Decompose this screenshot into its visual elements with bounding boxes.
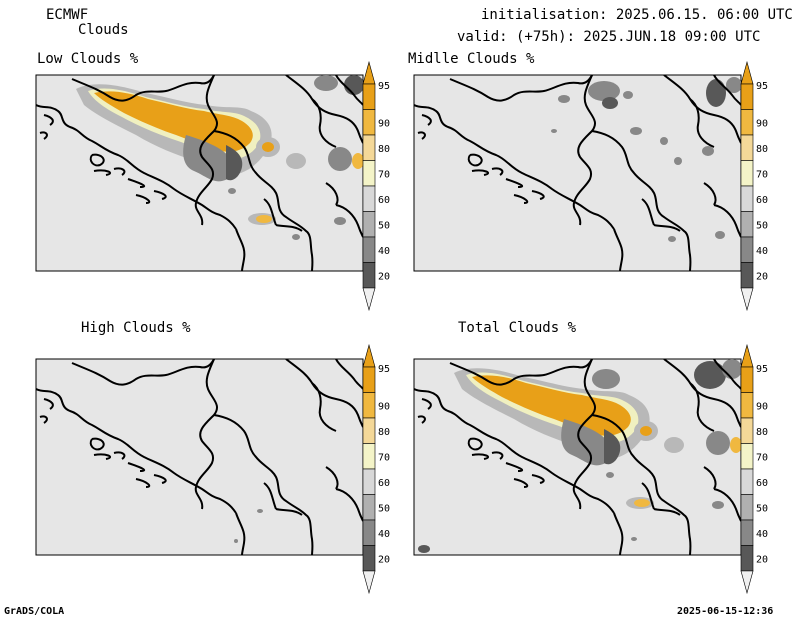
colorbar-swatch — [362, 468, 376, 495]
colorbar-swatch — [740, 185, 754, 212]
colorbar-top-arrow — [362, 343, 376, 368]
cloud-field-low — [76, 75, 363, 240]
colorbar-tick-label: 60 — [756, 478, 768, 489]
colorbar-middle: 95 90 80 70 60 50 40 20 — [740, 60, 768, 312]
colorbar-swatch — [740, 211, 754, 238]
panel-title-middle: Midlle Clouds % — [408, 51, 535, 67]
colorbar-tick-label: 90 — [378, 118, 390, 129]
footer-software: GrADS/COLA — [4, 606, 65, 617]
colorbar-tick-label: 50 — [378, 220, 390, 231]
colorbar-swatch — [740, 545, 754, 572]
colorbar-tick-label: 70 — [378, 169, 390, 180]
colorbar-high: 95 90 80 70 60 50 40 20 — [362, 343, 390, 595]
colorbar-tick-label: 80 — [756, 427, 768, 438]
colorbar-swatch — [362, 443, 376, 470]
colorbar-tick-label: 95 — [756, 81, 768, 92]
colorbar-swatch — [362, 185, 376, 212]
colorbar-swatch — [362, 83, 376, 110]
colorbar-swatch — [362, 366, 376, 393]
map-panel-high — [35, 358, 364, 556]
colorbar-low: 95 90 80 70 60 50 40 20 — [362, 60, 390, 312]
colorbar-swatch — [740, 443, 754, 470]
colorbar-tick-label: 20 — [378, 554, 390, 565]
colorbar-tick-label: 90 — [756, 118, 768, 129]
valid-time: valid: (+75h): 2025.JUN.18 09:00 UTC — [457, 29, 761, 45]
colorbar-top-arrow — [740, 343, 754, 368]
colorbar-swatch — [362, 160, 376, 187]
colorbar-swatch — [362, 545, 376, 572]
colorbar-swatch — [362, 211, 376, 238]
colorbar-swatch — [740, 366, 754, 393]
colorbar-tick-label: 95 — [378, 364, 390, 375]
cloud-field-middle — [551, 77, 741, 242]
colorbar-swatch — [362, 392, 376, 419]
colorbar-top-arrow — [362, 60, 376, 85]
map-panel-low — [35, 74, 364, 272]
colorbars: 95 90 80 70 60 50 40 20 95 90 80 70 60 50 40 20 95 90 80 70… — [362, 60, 768, 595]
colorbar-tick-label: 95 — [378, 81, 390, 92]
colorbar-tick-label: 40 — [756, 529, 768, 540]
panel-title-high: High Clouds % — [81, 320, 191, 336]
colorbar-swatch — [362, 519, 376, 546]
colorbar-swatch — [362, 109, 376, 136]
colorbar-swatch — [362, 134, 376, 161]
colorbar-swatch — [362, 494, 376, 521]
footer-timestamp: 2025-06-15-12:36 — [677, 606, 774, 617]
colorbar-swatch — [740, 134, 754, 161]
colorbar-swatch — [362, 262, 376, 289]
colorbar-tick-label: 80 — [378, 144, 390, 155]
cloud-field-total — [418, 359, 741, 553]
colorbar-tick-label: 40 — [756, 246, 768, 257]
product-name: Clouds — [78, 22, 129, 38]
colorbar-tick-label: 50 — [756, 220, 768, 231]
colorbar-swatch — [740, 417, 754, 444]
colorbar-swatch — [740, 392, 754, 419]
colorbar-tick-label: 50 — [378, 503, 390, 514]
colorbar-tick-label: 40 — [378, 246, 390, 257]
map-panel-total — [413, 358, 742, 556]
colorbar-total: 95 90 80 70 60 50 40 20 — [740, 343, 768, 595]
colorbar-bottom-arrow — [362, 287, 376, 312]
colorbar-tick-label: 80 — [378, 427, 390, 438]
colorbar-swatch — [362, 417, 376, 444]
colorbar-bottom-arrow — [740, 287, 754, 312]
colorbar-tick-label: 20 — [378, 271, 390, 282]
colorbar-tick-label: 70 — [756, 169, 768, 180]
colorbar-swatch — [740, 519, 754, 546]
colorbar-swatch — [740, 262, 754, 289]
colorbar-tick-label: 40 — [378, 529, 390, 540]
colorbar-tick-label: 90 — [378, 401, 390, 412]
colorbar-tick-label: 70 — [378, 452, 390, 463]
colorbar-bottom-arrow — [362, 570, 376, 595]
colorbar-tick-label: 90 — [756, 401, 768, 412]
colorbar-top-arrow — [740, 60, 754, 85]
colorbar-tick-label: 60 — [756, 195, 768, 206]
colorbar-swatch — [740, 83, 754, 110]
colorbar-tick-label: 95 — [756, 364, 768, 375]
panel-title-total: Total Clouds % — [458, 320, 577, 336]
colorbar-swatch — [740, 236, 754, 263]
colorbar-tick-label: 50 — [756, 503, 768, 514]
colorbar-swatch — [362, 236, 376, 263]
colorbar-tick-label: 20 — [756, 271, 768, 282]
model-name: ECMWF — [46, 7, 89, 23]
colorbar-tick-label: 70 — [756, 452, 768, 463]
cloud-field-high — [234, 509, 263, 543]
colorbar-swatch — [740, 160, 754, 187]
map-panel-middle — [413, 74, 742, 272]
colorbar-tick-label: 80 — [756, 144, 768, 155]
colorbar-tick-label: 60 — [378, 478, 390, 489]
colorbar-tick-label: 60 — [378, 195, 390, 206]
initialisation-time: initialisation: 2025.06.15. 06:00 UTC — [481, 7, 793, 23]
colorbar-swatch — [740, 494, 754, 521]
colorbar-swatch — [740, 468, 754, 495]
colorbar-swatch — [740, 109, 754, 136]
panel-title-low: Low Clouds % — [37, 51, 139, 67]
colorbar-tick-label: 20 — [756, 554, 768, 565]
colorbar-bottom-arrow — [740, 570, 754, 595]
